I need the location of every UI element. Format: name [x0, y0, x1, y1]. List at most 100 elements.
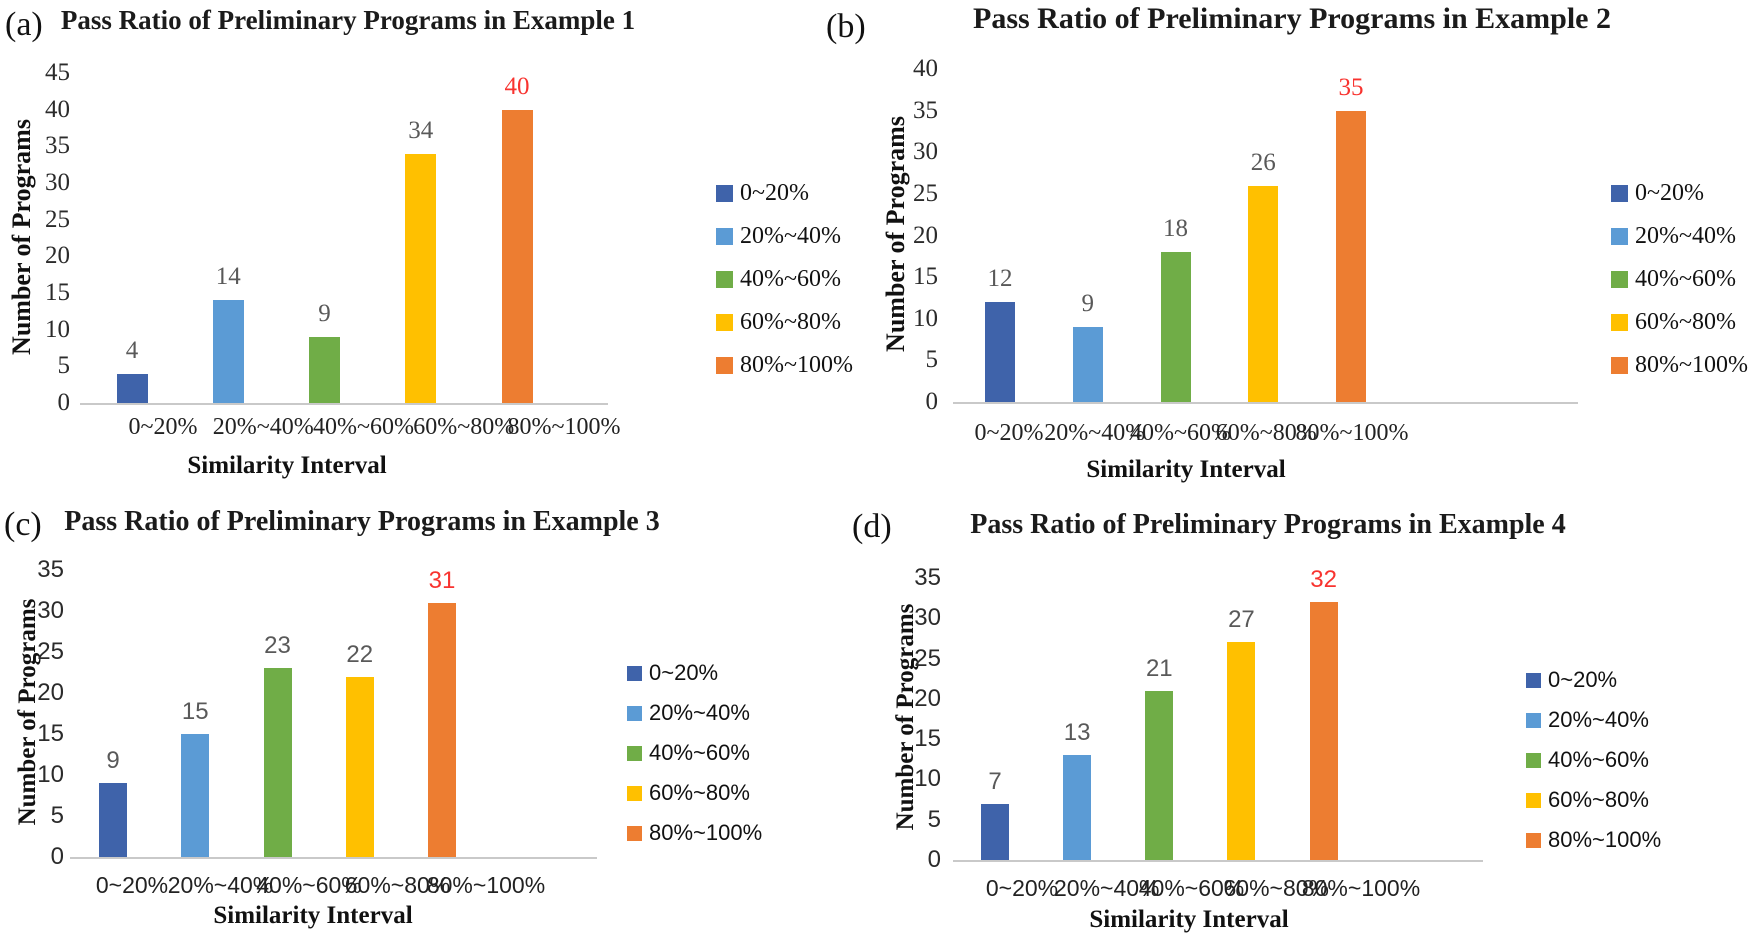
bar-value-label: 13 — [1063, 719, 1091, 747]
chart-title: Pass Ratio of Preliminary Programs in Ex… — [64, 506, 660, 537]
y-tick-label: 0 — [50, 843, 64, 870]
legend-label: 80%~100% — [1548, 827, 1662, 852]
legend-label: 0~20% — [1548, 667, 1618, 692]
legend-swatch-icon — [627, 665, 642, 681]
bar-60%~80% — [1248, 185, 1279, 402]
bar-40%~60% — [263, 668, 292, 857]
legend-label: 20%~40% — [1548, 707, 1649, 732]
y-tick-label: 45 — [45, 59, 70, 86]
legend-swatch-icon — [627, 825, 642, 841]
panel-letter-label: (a) — [5, 6, 43, 43]
bar-80%~100% — [501, 109, 533, 403]
x-tick-label: 20%~40% — [167, 872, 274, 898]
legend-item: 20%~40% — [716, 219, 841, 253]
legend-label: 80%~100% — [1635, 351, 1748, 378]
bar-value-label: 18 — [1163, 215, 1188, 243]
y-tick-label: 35 — [37, 556, 64, 583]
bar-value-label: 22 — [346, 640, 374, 668]
legend-item: 60%~80% — [627, 778, 750, 808]
y-tick-label: 0 — [927, 846, 941, 873]
legend-item: 0~20% — [627, 658, 718, 688]
y-tick-label: 25 — [913, 179, 938, 207]
legend-swatch-icon — [1526, 752, 1541, 768]
x-axis-line — [953, 402, 1578, 404]
x-axis-title: Similarity Interval — [1089, 906, 1289, 933]
x-tick-label: 20%~40% — [1044, 420, 1146, 446]
legend-item: 0~20% — [716, 176, 809, 210]
bar-20%~40% — [1072, 327, 1103, 402]
bar-0~20% — [99, 783, 127, 857]
legend-item: 80%~100% — [1611, 348, 1748, 382]
y-tick-label: 10 — [45, 315, 70, 343]
y-tick-label: 30 — [45, 169, 70, 196]
y-tick-label: 5 — [927, 805, 941, 833]
y-tick-label: 35 — [913, 96, 938, 124]
bar-value-label: 21 — [1145, 654, 1173, 682]
legend-item: 40%~60% — [627, 738, 750, 768]
legend-swatch-icon — [627, 745, 642, 761]
legend-item: 20%~40% — [1526, 705, 1649, 735]
y-tick-label: 15 — [914, 725, 941, 753]
x-tick-label: 0~20% — [974, 420, 1044, 446]
legend-item: 40%~60% — [716, 262, 841, 296]
y-tick-label: 0 — [57, 389, 71, 416]
panel-letter-label: (b) — [826, 8, 866, 45]
bar-value-label: 9 — [1081, 290, 1095, 318]
bar-value-label: 9 — [318, 300, 331, 327]
panel-letter-label: (c) — [4, 506, 42, 543]
bar-20%~40% — [212, 300, 244, 403]
legend-label: 40%~60% — [1635, 265, 1736, 292]
y-tick-label: 5 — [50, 802, 64, 829]
bar-0~20% — [981, 803, 1009, 860]
y-tick-label: 10 — [914, 765, 941, 793]
y-tick-label: 25 — [37, 638, 64, 665]
legend-swatch-icon — [1611, 227, 1628, 245]
y-tick-label: 35 — [914, 564, 941, 591]
bar-value-label: 14 — [215, 263, 241, 291]
bar-value-label: 26 — [1250, 148, 1276, 176]
x-tick-label: 60%~80% — [1223, 875, 1330, 901]
legend-label: 60%~80% — [1635, 308, 1736, 335]
y-tick-label: 30 — [913, 138, 938, 166]
bar-value-label: 23 — [264, 632, 291, 660]
legend-item: 0~20% — [1611, 176, 1704, 210]
y-tick-label: 20 — [913, 221, 938, 249]
x-axis-line — [80, 403, 608, 405]
legend-label: 0~20% — [1635, 179, 1704, 206]
x-tick-label: 80%~100% — [1295, 420, 1409, 446]
x-axis-title: Similarity Interval — [213, 902, 413, 929]
legend-swatch-icon — [716, 227, 733, 245]
panel-letter-label: (d) — [852, 508, 892, 545]
x-tick-label: 60%~80% — [1215, 420, 1317, 446]
y-tick-label: 30 — [914, 604, 941, 632]
legend-swatch-icon — [716, 184, 733, 202]
legend-item: 60%~80% — [1526, 785, 1649, 815]
bar-20%~40% — [1063, 755, 1092, 860]
bar-value-label: 35 — [1338, 73, 1364, 101]
bar-40%~60% — [309, 337, 340, 403]
x-tick-label: 40%~60% — [1138, 875, 1245, 901]
y-axis-title: Number of Programs — [14, 598, 41, 826]
legend-label: 80%~100% — [649, 820, 763, 845]
legend-swatch-icon — [716, 313, 733, 331]
bar-40%~60% — [1145, 690, 1174, 860]
x-tick-label: 40%~60% — [313, 414, 414, 440]
x-tick-label: 0~20% — [985, 875, 1059, 901]
y-tick-label: 20 — [37, 679, 64, 706]
legend-label: 20%~40% — [649, 700, 750, 725]
legend-label: 40%~60% — [740, 265, 841, 292]
y-tick-label: 5 — [57, 352, 71, 380]
y-tick-label: 5 — [925, 346, 939, 374]
y-axis-title: Number of Programs — [892, 603, 919, 831]
bar-value-label: 4 — [125, 336, 139, 364]
x-axis-line — [70, 857, 597, 859]
legend-swatch-icon — [1611, 356, 1628, 374]
legend-item: 80%~100% — [716, 348, 853, 382]
legend-label: 40%~60% — [1548, 747, 1649, 772]
chart-title: Pass Ratio of Preliminary Programs in Ex… — [60, 5, 636, 35]
bar-80%~100% — [428, 602, 456, 857]
legend-item: 80%~100% — [627, 818, 762, 848]
x-axis-line — [953, 860, 1483, 862]
x-tick-label: 60%~80% — [344, 872, 451, 898]
